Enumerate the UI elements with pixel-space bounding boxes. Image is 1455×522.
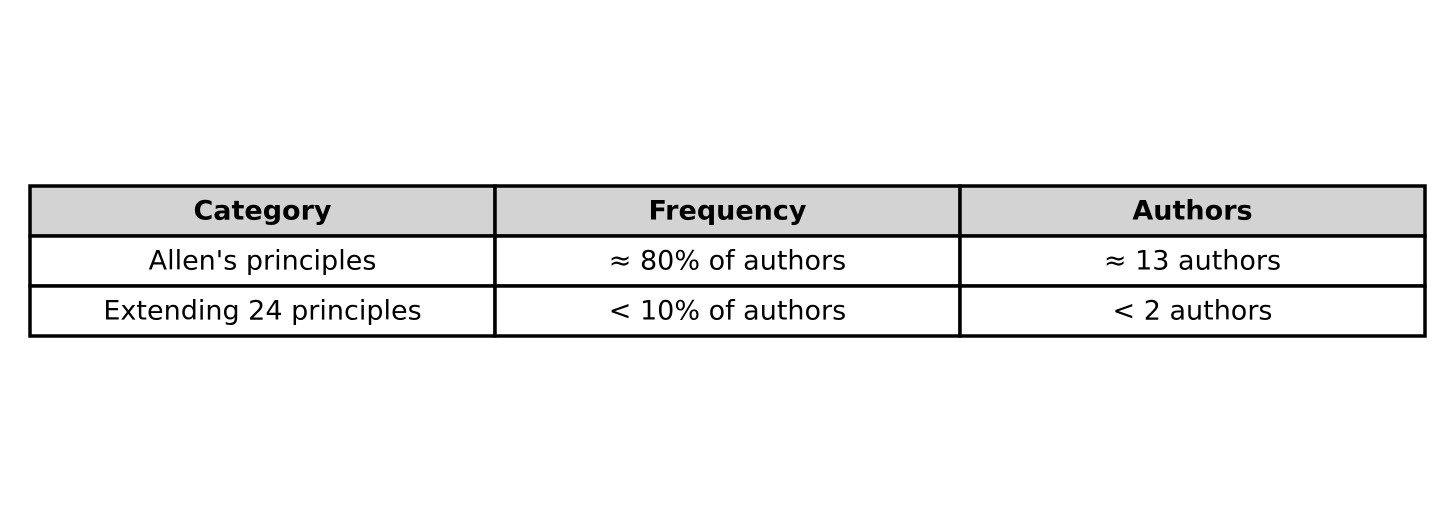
table-cell [958, 234, 1427, 288]
table-cells [28, 184, 1427, 338]
cell-text: Allen's principles [149, 246, 377, 277]
cell-text: ≈ 80% of authors [609, 246, 846, 277]
table-cell [958, 284, 1427, 338]
column-header: Category [193, 196, 331, 227]
cell-text: < 10% of authors [609, 296, 846, 327]
table-text: Category Frequency Authors Allen's principl… [103, 196, 1281, 327]
table-cell [28, 284, 497, 338]
cell-text: Extending 24 principles [103, 296, 421, 327]
cell-text: ≈ 13 authors [1104, 246, 1281, 277]
column-header: Frequency [648, 196, 806, 227]
table-cell [493, 284, 962, 338]
column-header: Authors [1132, 196, 1252, 227]
cell-text: < 2 authors [1112, 296, 1272, 327]
